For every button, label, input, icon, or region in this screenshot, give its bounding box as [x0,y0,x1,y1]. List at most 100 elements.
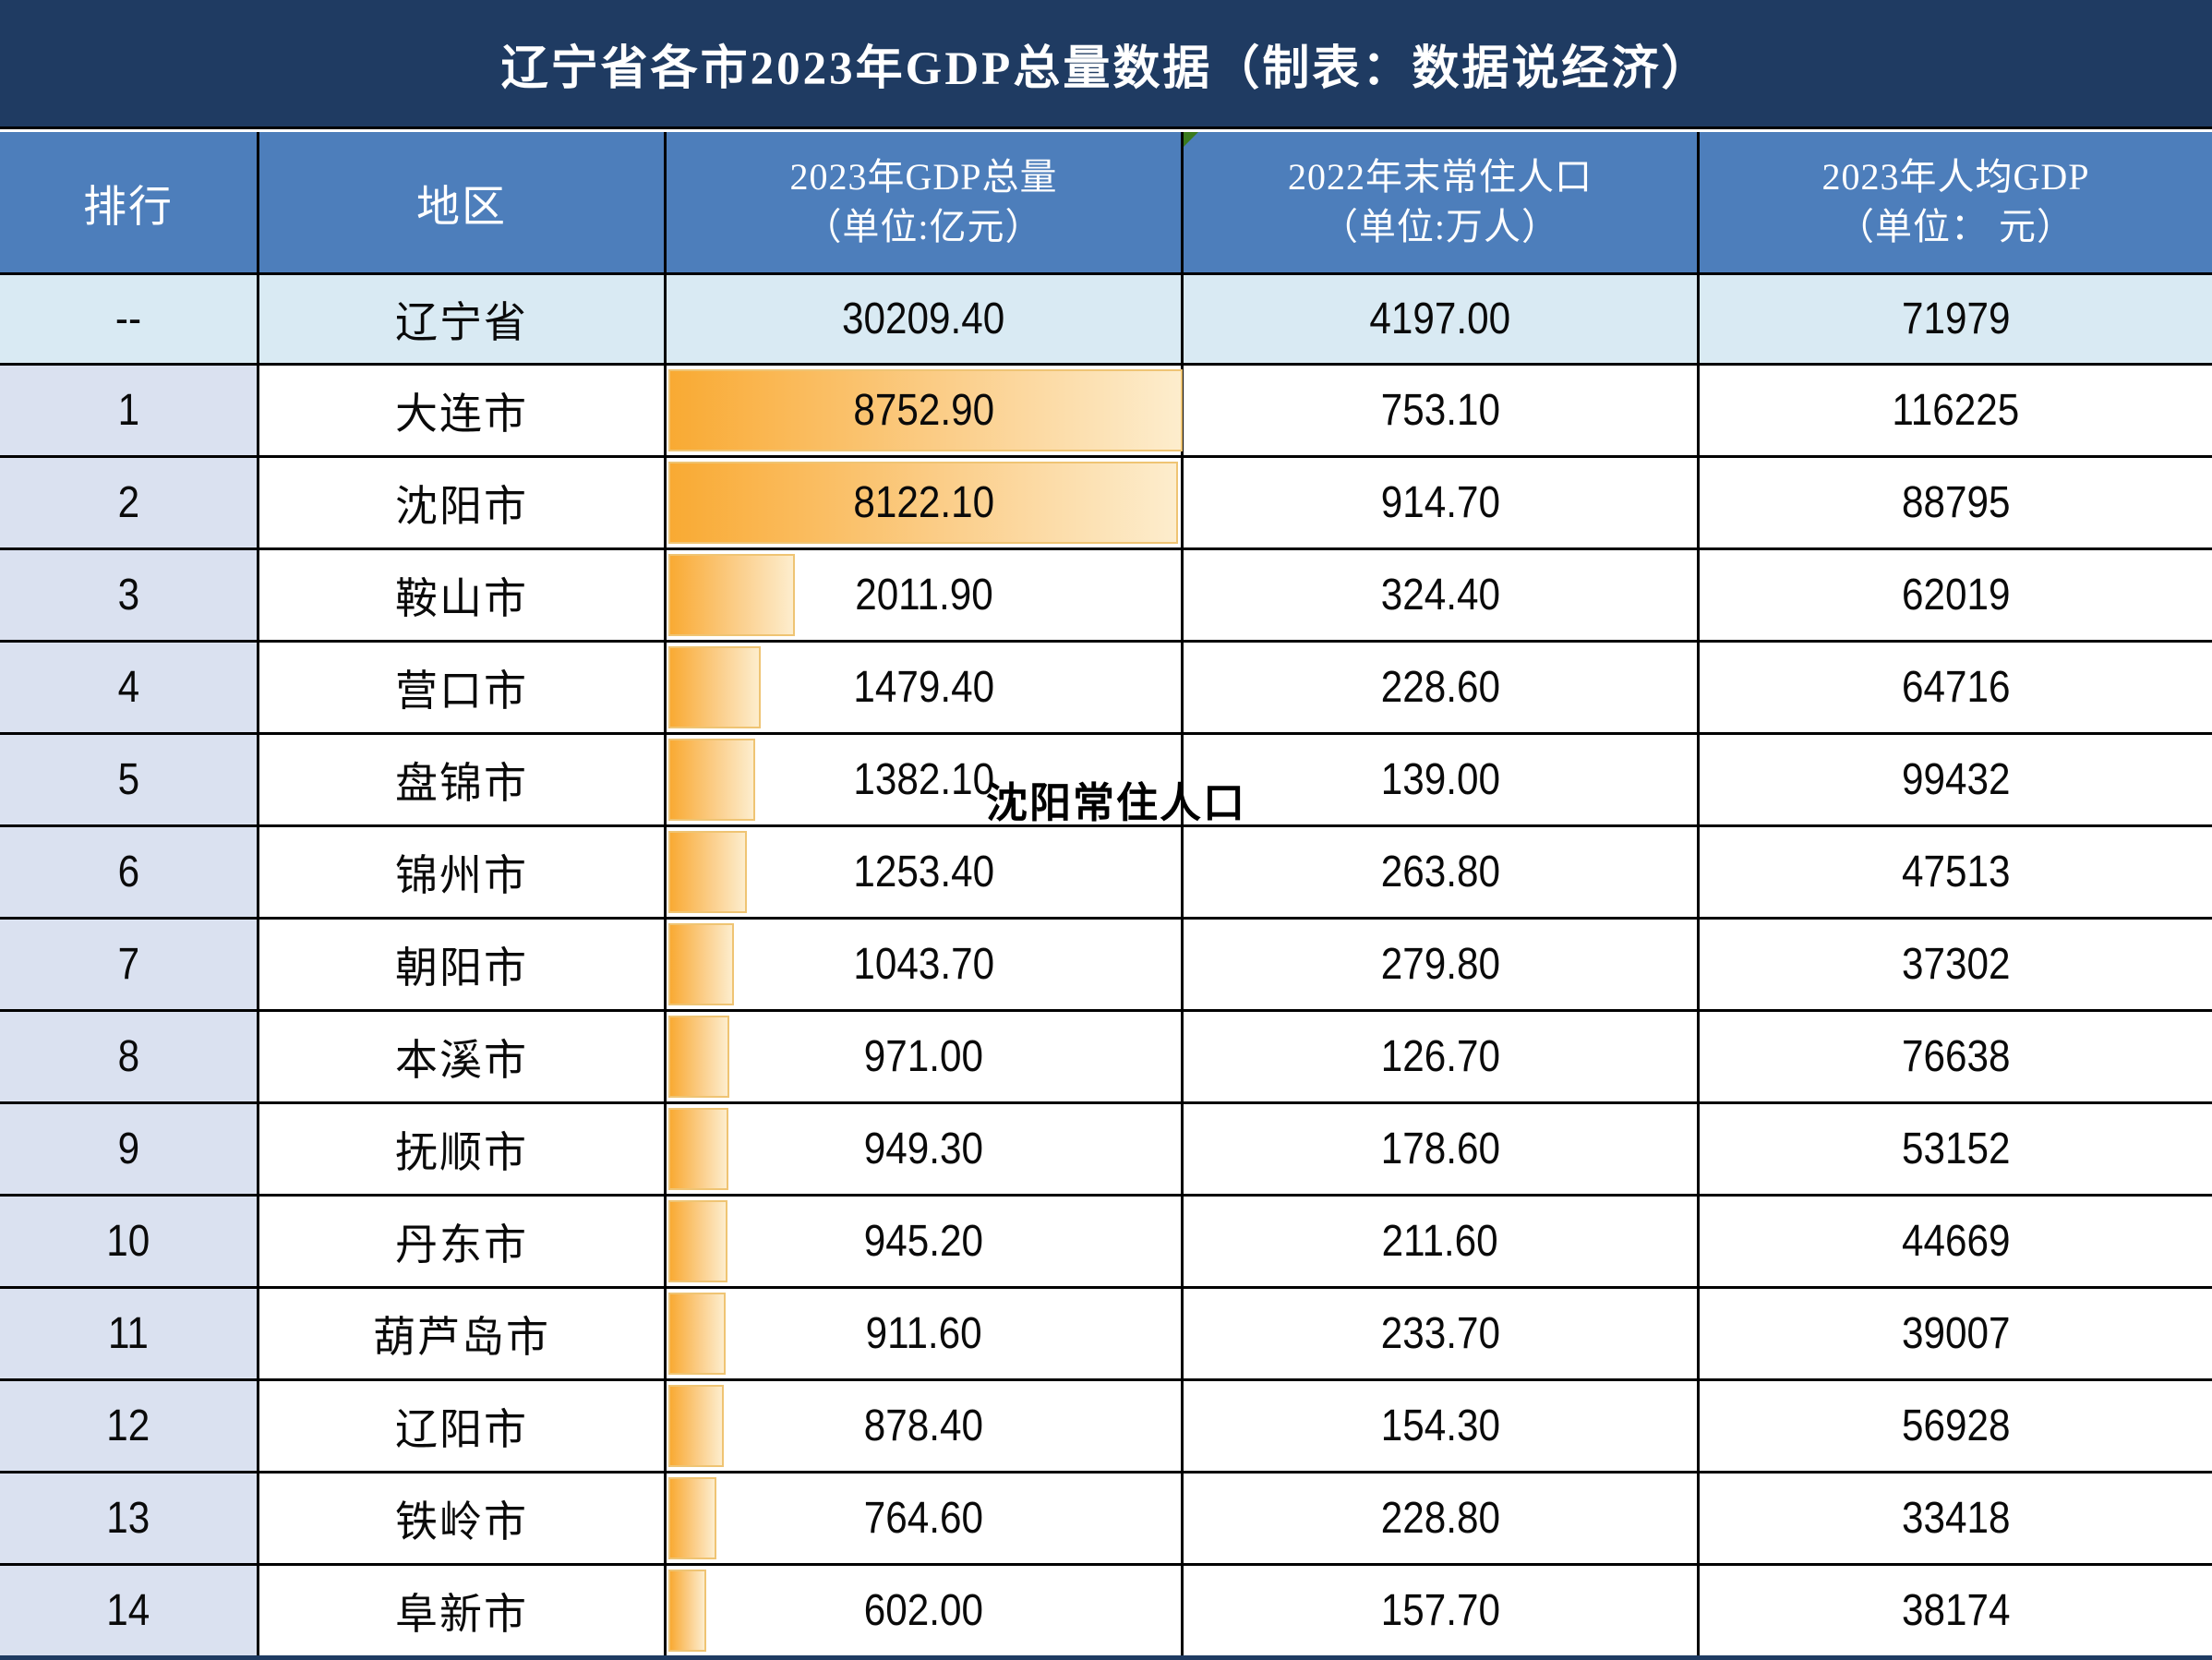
per-capita-value: 56928 [1901,1401,2011,1450]
gdp-value: 1253.40 [853,848,994,896]
rank-value: 12 [106,1401,150,1450]
column-header-population-line1: 2022年末常住人口 [1288,156,1593,198]
region-name: 朝阳市 [395,944,528,992]
population-value: 233.70 [1380,1309,1500,1358]
region-cell: 营口市 [259,643,664,732]
gdp-data-bar [668,646,762,728]
rank-cell: 10 [0,1197,257,1286]
region-name: 阜新市 [395,1590,528,1638]
population-cell: 157.70 [1184,1566,1697,1655]
rank-cell: 9 [0,1104,257,1194]
population-cell: 139.00 [1184,735,1697,824]
region-cell: 铁岭市 [259,1474,664,1563]
gdp-data-bar [668,1385,724,1467]
region-cell: 葫芦岛市 [259,1289,664,1378]
population-cell: 154.30 [1184,1381,1697,1471]
rank-value: 7 [117,940,139,989]
bottom-border-strip [0,1655,2212,1660]
per-capita-cell: 99432 [1700,735,2212,824]
column-header-gdp: 2023年GDP总量 （单位:亿元） [667,132,1181,272]
gdp-value: 8752.90 [853,386,994,435]
region-name: 盘锦市 [395,759,528,807]
rank-value: 3 [117,571,139,619]
gdp-data-bar [668,739,755,821]
column-header-gdp-line1: 2023年GDP总量 [789,156,1058,198]
column-header-per-capita-label: 2023年人均GDP （单位： 元） [1821,152,2089,252]
province-population-cell: 4197.00 [1184,275,1697,363]
province-region-cell: 辽宁省 [259,275,664,363]
per-capita-value: 64716 [1901,663,2011,712]
gdp-data-bar [668,1200,728,1282]
per-capita-cell: 44669 [1700,1197,2212,1286]
gdp-cell: 911.60 [667,1289,1181,1378]
rank-value: 2 [117,478,139,527]
province-population-value: 4197.00 [1369,295,1511,343]
gdp-data-bar [668,923,734,1005]
gdp-cell: 8752.90 [667,366,1183,455]
rank-value: 14 [106,1586,150,1635]
per-capita-value: 116225 [1892,386,2020,435]
rank-cell: 4 [0,643,257,732]
gdp-value: 949.30 [863,1125,984,1173]
population-cell: 211.60 [1184,1197,1697,1286]
gdp-value: 1479.40 [853,663,994,712]
population-cell: 228.80 [1184,1474,1697,1563]
gdp-cell: 602.00 [667,1566,1181,1655]
region-cell: 沈阳市 [259,458,664,547]
region-cell: 辽阳市 [259,1381,664,1471]
population-value: 157.70 [1380,1586,1500,1635]
population-value: 324.40 [1380,571,1500,619]
gdp-data-bar [668,1293,726,1375]
rank-cell: 14 [0,1566,257,1655]
population-value: 753.10 [1380,386,1500,435]
rank-value: 4 [117,663,139,712]
region-cell: 朝阳市 [259,920,664,1009]
rank-cell: 13 [0,1474,257,1563]
region-cell: 丹东市 [259,1197,664,1286]
gdp-data-bar [668,831,748,913]
gdp-value: 971.00 [863,1032,984,1081]
per-capita-cell: 64716 [1700,643,2212,732]
per-capita-value: 99432 [1901,755,2011,804]
per-capita-cell: 56928 [1700,1381,2212,1471]
per-capita-cell: 116225 [1700,366,2212,455]
rank-cell: 11 [0,1289,257,1378]
population-value: 126.70 [1380,1032,1500,1081]
column-header-population-label: 2022年末常住人口 （单位:万人） [1288,152,1593,252]
gdp-value: 8122.10 [853,478,994,527]
rank-cell: 6 [0,827,257,917]
region-name: 丹东市 [395,1221,528,1269]
population-value: 154.30 [1380,1401,1500,1450]
rank-value: 9 [117,1125,139,1173]
per-capita-cell: 62019 [1700,550,2212,640]
rank-value: 5 [117,755,139,804]
region-name: 大连市 [395,390,528,438]
per-capita-value: 44669 [1901,1217,2011,1266]
rank-cell: 7 [0,920,257,1009]
region-name: 铁岭市 [395,1498,528,1546]
rank-value: 10 [106,1217,150,1266]
gdp-value: 1382.10 [853,755,994,804]
rank-value: 11 [108,1309,149,1358]
excel-error-triangle-icon [1184,132,1198,147]
per-capita-value: 37302 [1901,940,2011,989]
column-header-per-capita-unit: （单位： 元） [1837,206,2074,247]
column-header-gdp-unit: （单位:亿元） [804,206,1043,247]
column-header-per-capita-line1: 2023年人均GDP [1821,156,2090,198]
gdp-value: 764.60 [863,1494,984,1543]
rank-cell: 1 [0,366,257,455]
region-name: 葫芦岛市 [373,1313,550,1361]
column-header-population: 2022年末常住人口 （单位:万人） [1184,132,1697,272]
population-value: 263.80 [1380,848,1500,896]
region-cell: 鞍山市 [259,550,664,640]
column-header-region-label: 地区 [416,183,507,232]
gdp-data-bar [668,554,795,636]
page-title: 辽宁省各市2023年GDP总量数据（制表：数据说经济） [500,42,1712,95]
population-value: 279.80 [1380,940,1500,989]
column-header-rank-label: 排行 [83,183,174,232]
population-cell: 914.70 [1184,458,1697,547]
region-name: 抚顺市 [395,1128,528,1176]
region-name: 锦州市 [395,851,528,899]
rank-value: 6 [117,848,139,896]
